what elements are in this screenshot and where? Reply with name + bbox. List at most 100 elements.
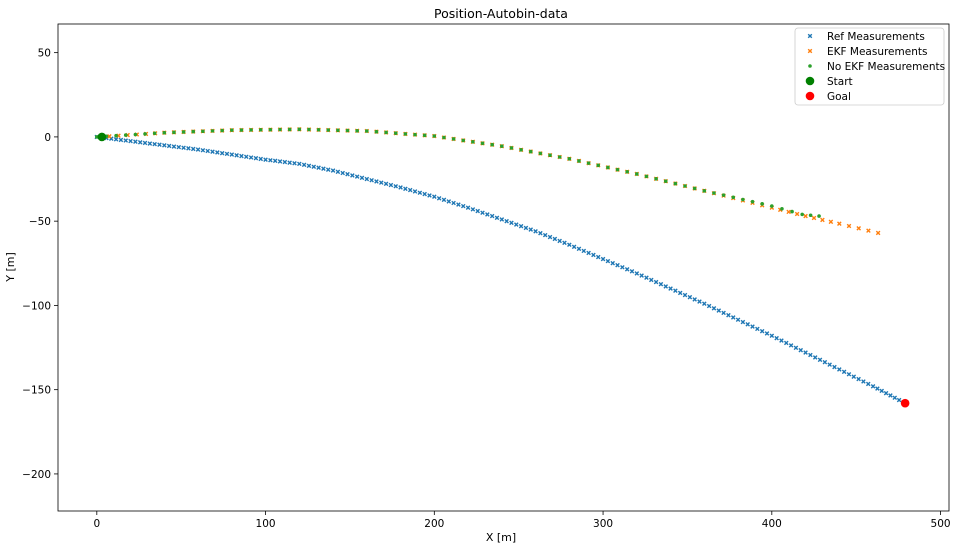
- data-point: [330, 168, 336, 173]
- data-point: [798, 347, 804, 353]
- data-point: [181, 130, 186, 134]
- data-point: [711, 306, 717, 311]
- data-point: [817, 357, 823, 363]
- data-point: [770, 204, 774, 208]
- legend-swatch: [807, 33, 813, 39]
- data-point: [128, 138, 133, 144]
- data-point: [730, 315, 736, 320]
- data-point: [755, 326, 760, 332]
- data-point: [620, 264, 625, 270]
- legend-swatch: [808, 64, 812, 68]
- data-point: [393, 131, 398, 135]
- data-point: [712, 191, 716, 195]
- data-point: [97, 132, 107, 142]
- data-point: [606, 165, 610, 170]
- data-point: [879, 388, 885, 394]
- data-point: [896, 397, 902, 403]
- data-point: [533, 228, 538, 234]
- data-point: [764, 331, 770, 336]
- data-point: [692, 186, 697, 191]
- data-point: [654, 176, 658, 181]
- data-point: [234, 153, 239, 158]
- legend-swatch: [805, 76, 815, 86]
- data-point: [220, 128, 224, 133]
- data-point: [557, 155, 562, 159]
- data-point: [287, 127, 292, 132]
- data-point: [147, 141, 153, 146]
- data-point: [673, 288, 678, 294]
- data-point: [306, 163, 312, 169]
- data-point: [451, 200, 456, 206]
- data-point: [576, 246, 582, 252]
- data-point: [504, 218, 509, 224]
- data-point: [811, 215, 817, 221]
- legend: Ref Measurements EKF Measurements No EKF M…: [794, 27, 945, 106]
- data-point: [870, 384, 876, 389]
- data-point: [513, 222, 519, 227]
- data-point: [253, 155, 259, 161]
- data-point: [470, 207, 476, 212]
- data-point: [268, 157, 273, 163]
- data-point: [422, 133, 427, 138]
- data-point: [610, 260, 616, 266]
- data-point: [249, 128, 253, 132]
- data-point: [803, 213, 808, 219]
- data-point: [509, 146, 514, 150]
- legend-item-ref-measurements: Ref Measurements: [807, 31, 925, 43]
- data-point: [113, 137, 119, 142]
- data-point: [162, 143, 167, 148]
- data-point: [239, 153, 244, 159]
- legend-label: No EKF Measurements: [827, 61, 945, 73]
- data-point: [808, 213, 813, 218]
- data-point: [851, 374, 857, 379]
- data-point: [378, 180, 384, 185]
- data-point: [471, 140, 475, 144]
- axes-frame: [57, 23, 950, 512]
- data-point: [697, 299, 702, 304]
- data-point: [123, 133, 128, 137]
- legend-label: Goal: [827, 91, 851, 103]
- data-point: [461, 138, 466, 143]
- data-point: [577, 159, 581, 163]
- data-point: [716, 308, 722, 313]
- data-point: [398, 185, 403, 190]
- data-point: [538, 230, 543, 236]
- data-point: [528, 227, 534, 232]
- data-point: [658, 281, 664, 287]
- data-point: [562, 240, 567, 246]
- data-point: [800, 212, 804, 217]
- x-axis-label: X [m]: [486, 531, 516, 544]
- data-point: [692, 297, 697, 302]
- data-point: [384, 130, 388, 135]
- data-point: [702, 301, 707, 307]
- data-point: [186, 146, 191, 151]
- data-point: [195, 147, 201, 152]
- data-point: [548, 153, 552, 157]
- data-point: [107, 134, 112, 139]
- data-point: [644, 275, 649, 281]
- data-point: [822, 359, 828, 365]
- data-point: [451, 137, 456, 141]
- data-point: [230, 128, 234, 132]
- legend-box: [794, 27, 945, 106]
- data-point: [205, 148, 211, 154]
- data-point: [345, 128, 350, 133]
- data-point: [239, 128, 244, 132]
- data-point: [883, 390, 889, 396]
- legend-item-goal: Goal: [805, 91, 851, 103]
- data-point: [780, 207, 784, 211]
- data-point: [277, 159, 283, 164]
- data-point: [673, 181, 678, 186]
- data-point: [143, 132, 147, 136]
- data-point: [432, 194, 437, 200]
- data-point: [114, 133, 118, 138]
- data-point: [832, 364, 837, 370]
- data-point: [316, 128, 321, 132]
- data-point: [340, 170, 346, 176]
- data-point: [774, 335, 779, 341]
- data-point: [900, 398, 910, 408]
- x-tick-label: 100: [256, 518, 276, 530]
- data-point: [152, 131, 157, 136]
